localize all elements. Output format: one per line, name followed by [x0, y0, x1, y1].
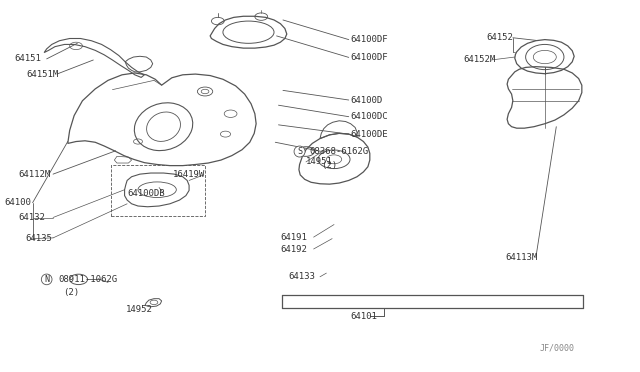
Text: 64100D: 64100D: [351, 96, 383, 105]
Text: N: N: [44, 275, 49, 284]
Text: 16419W: 16419W: [173, 170, 205, 179]
Text: 64100DE: 64100DE: [351, 129, 388, 139]
Text: 64151: 64151: [15, 54, 42, 63]
Text: 64101: 64101: [351, 312, 378, 321]
Text: 64100DB: 64100DB: [127, 189, 164, 198]
Text: 08911-1062G: 08911-1062G: [58, 275, 117, 284]
Text: 64132: 64132: [19, 213, 45, 222]
Text: 64191: 64191: [280, 232, 307, 242]
Text: 64100: 64100: [4, 198, 31, 207]
Text: JF/0000: JF/0000: [539, 344, 574, 353]
Text: 64113M: 64113M: [505, 253, 538, 262]
Text: 64192: 64192: [280, 244, 307, 253]
Text: 64100DF: 64100DF: [351, 35, 388, 44]
Text: 64112M: 64112M: [19, 170, 51, 179]
Text: 08368-6162G: 08368-6162G: [310, 147, 369, 156]
Bar: [111, 164, 205, 217]
Text: (2): (2): [321, 161, 337, 170]
Text: 14951: 14951: [306, 157, 333, 166]
Text: 14952: 14952: [126, 305, 153, 314]
Text: 64100DC: 64100DC: [351, 112, 388, 121]
Text: 64135: 64135: [25, 234, 52, 243]
Text: 64152M: 64152M: [464, 55, 496, 64]
Text: 64151M: 64151M: [26, 70, 58, 78]
Text: S: S: [297, 147, 302, 156]
Text: 64152: 64152: [486, 33, 513, 42]
Text: 64100DF: 64100DF: [351, 53, 388, 62]
Text: 64133: 64133: [288, 272, 315, 281]
Text: (2): (2): [63, 288, 79, 297]
